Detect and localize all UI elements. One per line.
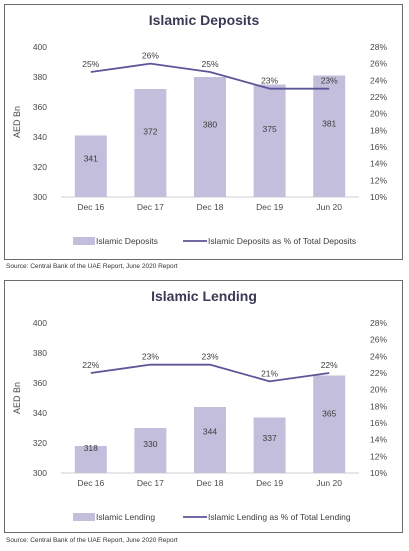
line-value-label: 23% (321, 76, 338, 86)
line-value-label: 21% (261, 368, 278, 378)
line-value-label: 25% (201, 59, 218, 69)
bar (194, 407, 226, 473)
bar (134, 89, 167, 197)
y2-axis-tick-label: 12% (370, 175, 387, 185)
x-axis-category-label: Dec 16 (77, 478, 104, 488)
x-axis-category-label: Dec 18 (197, 478, 224, 488)
y2-axis-tick-label: 18% (370, 401, 387, 411)
x-axis-category-label: Dec 19 (256, 202, 283, 212)
x-axis-category-label: Jun 20 (316, 478, 342, 488)
islamic-lending-chart: Islamic Lending 300 320 340 360 380 400 AED Bn 1… (12, 288, 387, 522)
bar (253, 84, 286, 197)
y-axis-tick-label: 400 (33, 42, 47, 52)
y-axis-tick-label: 340 (33, 408, 47, 418)
chart-title: Islamic Deposits (149, 12, 260, 28)
y2-axis-tick-label: 20% (370, 109, 387, 119)
legend-bar-label: Islamic Lending (96, 512, 155, 522)
bar (313, 75, 346, 197)
y-axis-label: AED Bn (12, 106, 22, 138)
y2-axis-tick-label: 22% (370, 92, 387, 102)
y2-axis-tick-label: 26% (370, 59, 387, 69)
percentage-line (90, 363, 330, 383)
bar (313, 375, 346, 473)
bar-value-label: 381 (322, 119, 336, 129)
islamic-deposits-chart-panel: Islamic Deposits 300 320 340 360 380 400 AED Bn… (4, 4, 403, 260)
source-note-lending: Source: Central Bank of the UAE Report, … (6, 537, 178, 544)
y-axis-tick-label: 320 (33, 438, 47, 448)
y2-axis-tick-label: 16% (370, 142, 387, 152)
bar-value-label: 330 (143, 439, 157, 449)
islamic-deposits-chart: Islamic Deposits 300 320 340 360 380 400 AED Bn… (12, 12, 387, 246)
y-axis-tick-label: 360 (33, 102, 47, 112)
y2-axis-tick-label: 16% (370, 418, 387, 428)
y2-axis-tick-label: 10% (370, 468, 387, 478)
y2-axis-tick-label: 26% (370, 335, 387, 345)
bar-value-label: 380 (203, 119, 217, 129)
line-value-label: 22% (321, 360, 338, 370)
line-value-label: 23% (201, 352, 218, 362)
line-value-label: 26% (142, 51, 159, 61)
bar-value-label: 365 (322, 408, 336, 418)
y-axis-tick-label: 300 (33, 468, 47, 478)
y-axis-tick-label: 320 (33, 162, 47, 172)
source-note-deposits: Source: Central Bank of the UAE Report, … (6, 263, 178, 270)
chart-title: Islamic Lending (151, 288, 257, 304)
legend-bar-label: Islamic Deposits (96, 236, 158, 246)
y-axis-tick-label: 380 (33, 348, 47, 358)
y2-axis-tick-label: 24% (370, 351, 387, 361)
bar (134, 428, 167, 473)
y-axis-label: AED Bn (12, 382, 22, 414)
bar-value-label: 372 (143, 126, 157, 136)
bar (194, 77, 226, 197)
x-axis-category-label: Dec 17 (137, 202, 164, 212)
line-value-label: 23% (261, 76, 278, 86)
islamic-lending-chart-panel: Islamic Lending 300 320 340 360 380 400 AED Bn 1… (4, 280, 403, 533)
bar-value-label: 344 (203, 427, 217, 437)
bar-value-label: 341 (84, 153, 98, 163)
y2-axis-tick-label: 18% (370, 125, 387, 135)
y-axis-tick-label: 380 (33, 72, 47, 82)
bar-value-label: 337 (263, 433, 277, 443)
legend-bar-swatch (73, 513, 95, 521)
line-value-label: 25% (82, 59, 99, 69)
x-axis-category-label: Dec 17 (137, 478, 164, 488)
y2-axis-tick-label: 22% (370, 368, 387, 378)
bar (74, 446, 107, 473)
bar-value-label: 318 (84, 443, 98, 453)
bar-value-label: 375 (263, 124, 277, 134)
y-axis-tick-label: 360 (33, 378, 47, 388)
bar (253, 417, 286, 473)
percentage-line (90, 62, 330, 90)
x-axis-category-label: Dec 19 (256, 478, 283, 488)
y2-axis-tick-label: 14% (370, 159, 387, 169)
y2-axis-tick-label: 14% (370, 435, 387, 445)
y-axis-tick-label: 300 (33, 192, 47, 202)
y2-axis-tick-label: 28% (370, 42, 387, 52)
legend-line-label: Islamic Deposits as % of Total Deposits (208, 236, 356, 246)
y2-axis-tick-label: 20% (370, 385, 387, 395)
line-value-label: 23% (142, 352, 159, 362)
bar (74, 135, 107, 197)
y-axis-tick-label: 340 (33, 132, 47, 142)
y2-axis-tick-label: 28% (370, 318, 387, 328)
x-axis-category-label: Jun 20 (316, 202, 342, 212)
y2-axis-tick-label: 10% (370, 192, 387, 202)
y2-axis-tick-label: 24% (370, 75, 387, 85)
y2-axis-tick-label: 12% (370, 451, 387, 461)
line-value-label: 22% (82, 360, 99, 370)
y-axis-tick-label: 400 (33, 318, 47, 328)
x-axis-category-label: Dec 16 (77, 202, 104, 212)
legend-bar-swatch (73, 237, 95, 245)
legend-line-label: Islamic Lending as % of Total Lending (208, 512, 351, 522)
x-axis-category-label: Dec 18 (197, 202, 224, 212)
